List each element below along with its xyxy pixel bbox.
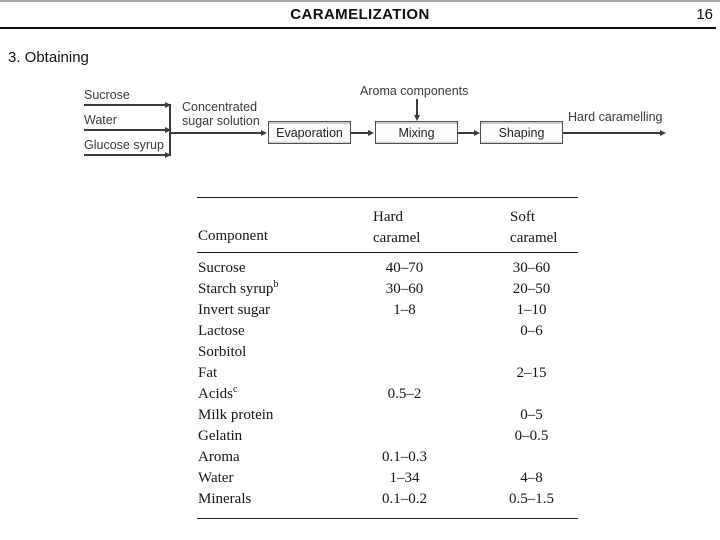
soft-caramel-value: 0–5 xyxy=(520,407,543,423)
component-name: Starch syrupb xyxy=(198,279,279,298)
soft-caramel-value: 30–60 xyxy=(512,260,551,276)
process-box-shaping-label: Shaping xyxy=(498,125,545,140)
component-name: Gelatin xyxy=(198,428,243,444)
table-row: Aroma 0.1–0.3 xyxy=(197,449,578,470)
table-row: Minerals 0.1–0.2 0.5–1.5 xyxy=(197,491,578,512)
arrow-evaporation-to-mixing xyxy=(351,132,369,134)
intermediate-label: Concentrated sugar solution xyxy=(182,100,260,128)
component-name: Sucrose xyxy=(198,260,246,276)
title-rule xyxy=(0,27,716,29)
input-arrow-water xyxy=(84,129,166,131)
input-arrow-glucose-syrup xyxy=(84,154,166,156)
soft-caramel-value: 0.5–1.5 xyxy=(509,491,554,507)
aroma-components-label: Aroma components xyxy=(360,84,469,98)
aroma-down-arrow xyxy=(416,99,418,116)
table-row: Starch syrupb 30–60 20–50 xyxy=(197,279,578,302)
hard-caramel-value: 0.1–0.3 xyxy=(382,449,427,465)
soft-caramel-value: 1–10 xyxy=(516,302,547,318)
process-box-shaping: Shaping xyxy=(480,121,563,144)
component-name: Minerals xyxy=(198,491,252,507)
table-row: Sorbitol xyxy=(197,344,578,365)
table-body: Sucrose 40–70 30–60 Starch syrupb 30–60 … xyxy=(197,253,578,519)
component-name: Acidsc xyxy=(198,384,238,403)
process-box-mixing: Mixing xyxy=(375,121,458,144)
component-name: Fat xyxy=(198,365,218,381)
hard-caramel-value: 0.5–2 xyxy=(387,386,422,402)
slide-top-edge xyxy=(0,0,720,2)
header-hard-caramel: Hard caramel xyxy=(373,209,421,246)
soft-caramel-value: 0–0.5 xyxy=(514,428,549,444)
hard-caramel-value: 0.1–0.2 xyxy=(382,491,427,507)
input-label-water: Water xyxy=(84,113,117,127)
component-name: Milk protein xyxy=(198,407,274,423)
output-label: Hard caramelling xyxy=(568,110,663,124)
composition-table: Component Hard caramel Soft caramel Sucr… xyxy=(197,197,578,519)
soft-caramel-value: 2–15 xyxy=(516,365,547,381)
page-number: 16 xyxy=(696,6,713,23)
collector-line xyxy=(169,104,171,156)
table-row: Milk protein 0–5 xyxy=(197,407,578,428)
header-soft-caramel: Soft caramel xyxy=(510,209,558,246)
hard-caramel-value: 30–60 xyxy=(385,281,424,297)
soft-caramel-value: 20–50 xyxy=(512,281,551,297)
process-box-mixing-label: Mixing xyxy=(398,125,435,140)
table-row: Fat 2–15 xyxy=(197,365,578,386)
table-row: Lactose 0–6 xyxy=(197,323,578,344)
process-box-evaporation: Evaporation xyxy=(268,121,351,144)
arrow-mixing-to-shaping xyxy=(458,132,475,134)
component-name: Water xyxy=(198,470,234,486)
table-row: Acidsc 0.5–2 xyxy=(197,384,578,407)
table-row: Sucrose 40–70 30–60 xyxy=(197,260,578,281)
header-component: Component xyxy=(198,228,268,244)
hard-caramel-value: 1–8 xyxy=(393,302,416,318)
soft-caramel-value: 4–8 xyxy=(520,470,543,486)
input-label-sucrose: Sucrose xyxy=(84,88,130,102)
table-header: Component Hard caramel Soft caramel xyxy=(197,198,578,253)
footnote-marker: c xyxy=(233,384,238,395)
output-arrow xyxy=(563,132,661,134)
table-row: Gelatin 0–0.5 xyxy=(197,428,578,449)
component-name: Invert sugar xyxy=(198,302,271,318)
footnote-marker: b xyxy=(273,279,279,290)
process-box-evaporation-label: Evaporation xyxy=(276,125,343,140)
component-name: Sorbitol xyxy=(198,344,247,360)
hard-caramel-value: 1–34 xyxy=(389,470,420,486)
hard-caramel-value: 40–70 xyxy=(385,260,424,276)
process-flow-diagram: Sucrose Water Glucose syrup Concentrated… xyxy=(0,0,720,170)
arrow-to-evaporation xyxy=(170,132,262,134)
slide-title: CARAMELIZATION xyxy=(290,6,430,23)
table-row: Water 1–34 4–8 xyxy=(197,470,578,491)
section-heading: 3. Obtaining xyxy=(8,49,89,66)
component-name: Lactose xyxy=(198,323,245,339)
table-row: Invert sugar 1–8 1–10 xyxy=(197,302,578,323)
input-label-glucose-syrup: Glucose syrup xyxy=(84,138,164,152)
soft-caramel-value: 0–6 xyxy=(520,323,543,339)
input-arrow-sucrose xyxy=(84,104,166,106)
component-name: Aroma xyxy=(198,449,240,465)
